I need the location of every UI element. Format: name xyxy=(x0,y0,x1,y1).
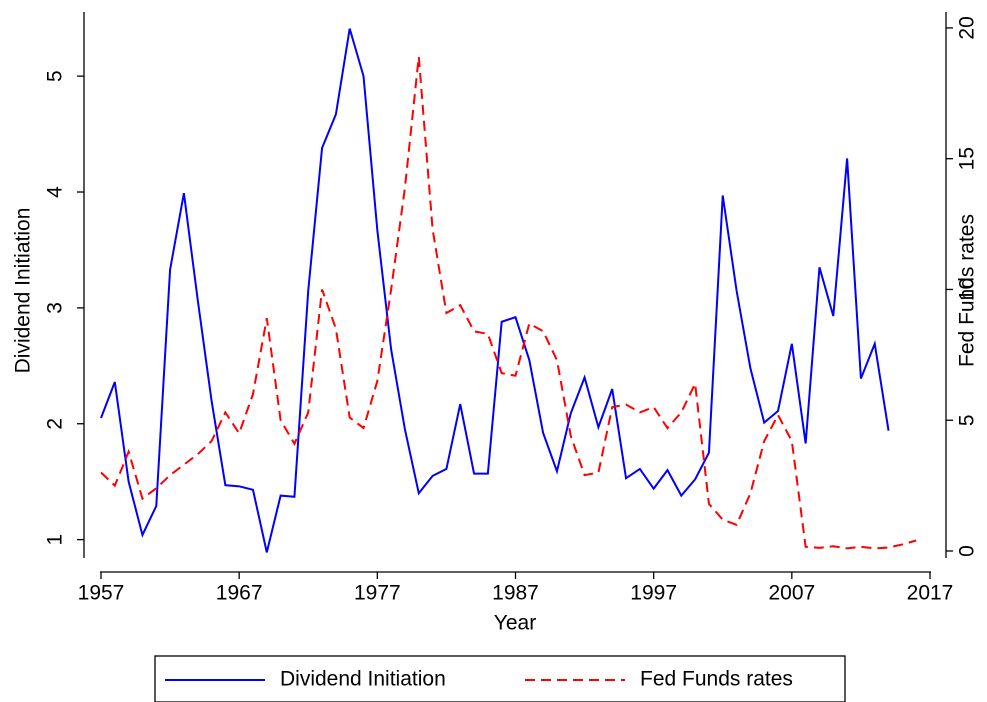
y2-tick-label: 0 xyxy=(956,545,979,557)
y-tick-label: 2 xyxy=(44,418,67,430)
y-tick-label: 3 xyxy=(44,302,67,314)
legend-label: Fed Funds rates xyxy=(640,668,793,691)
legend-label: Dividend Initiation xyxy=(280,668,446,691)
x-tick-label: 1977 xyxy=(354,582,401,605)
data-line xyxy=(100,28,890,553)
legend-box xyxy=(154,655,846,702)
y-axis-title: Dividend Initiation xyxy=(12,208,35,374)
y2-tick-label: 20 xyxy=(956,16,979,39)
y2-tick-label: 15 xyxy=(956,147,979,170)
x-tick-label: 2007 xyxy=(768,582,815,605)
x-tick-label: 1967 xyxy=(216,582,263,605)
x-tick-label: 1987 xyxy=(492,582,539,605)
y-tick-label: 1 xyxy=(44,534,67,546)
y2-tick-label: 5 xyxy=(956,414,979,426)
y-tick-label: 5 xyxy=(44,70,67,82)
x-tick-label: 2017 xyxy=(907,582,954,605)
data-line xyxy=(100,56,917,550)
y-tick-label: 4 xyxy=(44,186,67,198)
x-tick-label: 1957 xyxy=(78,582,125,605)
x-tick-label: 1997 xyxy=(630,582,677,605)
y2-tick-label: 10 xyxy=(956,278,979,301)
y2-axis-title: Fed Funds rates xyxy=(956,214,979,367)
x-axis-title: Year xyxy=(494,612,536,635)
